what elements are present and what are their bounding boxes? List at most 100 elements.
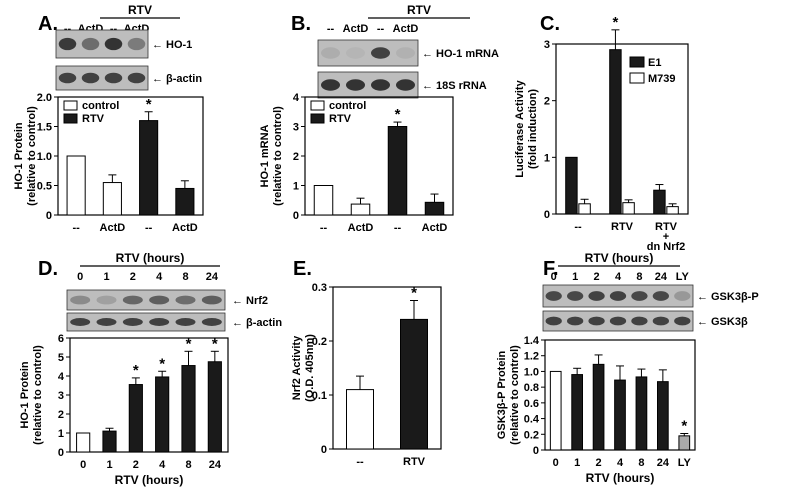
blot-band — [545, 291, 562, 301]
y-axis-label: HO-1 mRNA(relative to control) — [259, 106, 284, 206]
bar — [424, 201, 445, 216]
blot-band — [104, 37, 123, 51]
x-tick-label: 4 — [159, 459, 166, 471]
legend-swatch — [629, 56, 645, 68]
blot-lane-label: LY — [676, 271, 690, 283]
blot-lane-label: 1 — [572, 271, 578, 283]
blot-row-label: HO-1 — [166, 39, 192, 51]
x-axis-label: RTV (hours) — [115, 473, 184, 487]
legend-label: control — [329, 100, 366, 112]
chart-frame — [555, 43, 689, 215]
x-tick-label: 4 — [617, 457, 624, 469]
y-tick-label: 3 — [544, 39, 550, 51]
y-tick-label: 0.3 — [312, 282, 327, 294]
significance-star: * — [212, 335, 218, 352]
legend-swatch — [63, 113, 78, 124]
blot-group-label: RTV — [128, 3, 152, 17]
legend-swatch — [629, 72, 645, 84]
bar — [571, 374, 583, 451]
significance-star: * — [159, 355, 165, 372]
y-tick-label: 2 — [293, 151, 299, 163]
x-tick-label: -- — [145, 222, 153, 234]
blot-a: RTV-- ActD -- ActD← HO-1← β-actin — [55, 3, 202, 91]
bar — [592, 363, 605, 451]
x-tick-label: -- — [394, 222, 402, 234]
y-tick-label: 2 — [58, 409, 64, 421]
y-tick-label: 3 — [58, 390, 64, 402]
y-tick-label: 6 — [58, 333, 64, 345]
y-axis-label: Luciferase Activity(fold induction) — [514, 79, 539, 177]
bar — [614, 379, 626, 451]
blot-band — [396, 79, 415, 91]
x-tick-label: -- — [320, 222, 328, 234]
bar-E1 — [565, 156, 578, 215]
blot-row-arrow: ← — [422, 80, 433, 92]
blot-band — [346, 79, 365, 91]
y-tick-label: 0 — [321, 444, 327, 456]
blot-band — [371, 47, 390, 59]
blot-lane-label: -- — [110, 23, 118, 35]
x-tick-label: 24 — [657, 457, 670, 469]
x-tick-label: RTV — [403, 456, 426, 468]
x-tick-label: 0 — [553, 457, 559, 469]
bar — [549, 370, 562, 451]
blot-row-arrow: ← — [152, 73, 163, 85]
blot-lane-label: 24 — [206, 271, 219, 283]
blot-band — [321, 47, 340, 59]
y-tick-label: 1 — [58, 428, 64, 440]
significance-star: * — [146, 96, 152, 113]
blot-lane-label: 1 — [103, 271, 109, 283]
blot-band — [175, 318, 196, 326]
significance-star: * — [681, 418, 687, 435]
blot-band — [321, 79, 340, 91]
y-tick-label: 0 — [533, 445, 539, 457]
significance-star: * — [411, 285, 417, 302]
blot-band — [631, 316, 648, 326]
legend-swatch — [310, 100, 325, 111]
chart-a: 0 0.5 1.0 1.5 2.0 HO-1 Protein(relative to co… — [13, 92, 204, 234]
x-tick-label: -- — [356, 456, 364, 468]
blot-lane-label: 2 — [130, 271, 136, 283]
y-tick-label: 4 — [58, 371, 65, 383]
y-tick-label: 0.4 — [524, 414, 540, 426]
blot-band — [175, 295, 196, 305]
legend-label: RTV — [329, 113, 352, 125]
blot-row-label: GSK3β-P — [711, 291, 759, 303]
blot-strip — [66, 289, 226, 311]
blot-lane-label: 24 — [655, 271, 668, 283]
bar — [76, 432, 91, 453]
x-tick-label: 1 — [106, 459, 112, 471]
blot-band — [201, 295, 222, 305]
blot-band — [70, 318, 91, 326]
blot-band — [58, 37, 77, 51]
blot-group-label: RTV — [407, 3, 431, 17]
x-tick-label: 8 — [185, 459, 191, 471]
y-tick-label: 1.0 — [524, 366, 539, 378]
chart-e: 0 0.1 0.2 0.3 Nrf2 Activity(O.D. 405nm) * -- RT… — [291, 282, 442, 468]
y-tick-label: 0.1 — [312, 390, 327, 402]
y-tick-label: 0 — [293, 210, 299, 222]
blot-band — [652, 291, 669, 301]
y-tick-label: 0.2 — [524, 429, 539, 441]
blot-row-arrow: ← — [152, 39, 163, 51]
x-tick-label: ActD — [422, 222, 448, 234]
x-tick-label: RTV — [611, 221, 634, 233]
bar-M739 — [666, 206, 679, 215]
blot-band — [96, 295, 117, 305]
blot-row-label: HO-1 mRNA — [436, 48, 499, 60]
blot-b: RTV-- ActD -- ActD← HO-1 mRNA← 18S rRNA — [317, 3, 499, 99]
chart-frame — [332, 286, 442, 450]
bar — [181, 365, 196, 453]
bar — [346, 389, 374, 450]
blot-band — [58, 72, 77, 84]
bar — [387, 126, 408, 216]
panel-label-c: C. — [540, 13, 560, 35]
blot-band — [149, 318, 170, 326]
blot-band — [567, 291, 584, 301]
bar — [102, 182, 122, 216]
chart-b: 0 1 2 3 4 HO-1 mRNA(relative to control) * cont… — [259, 92, 454, 234]
y-tick-label: 1.2 — [524, 351, 539, 363]
blot-row-label: 18S rRNA — [436, 80, 487, 92]
y-tick-label: 0 — [544, 209, 550, 221]
